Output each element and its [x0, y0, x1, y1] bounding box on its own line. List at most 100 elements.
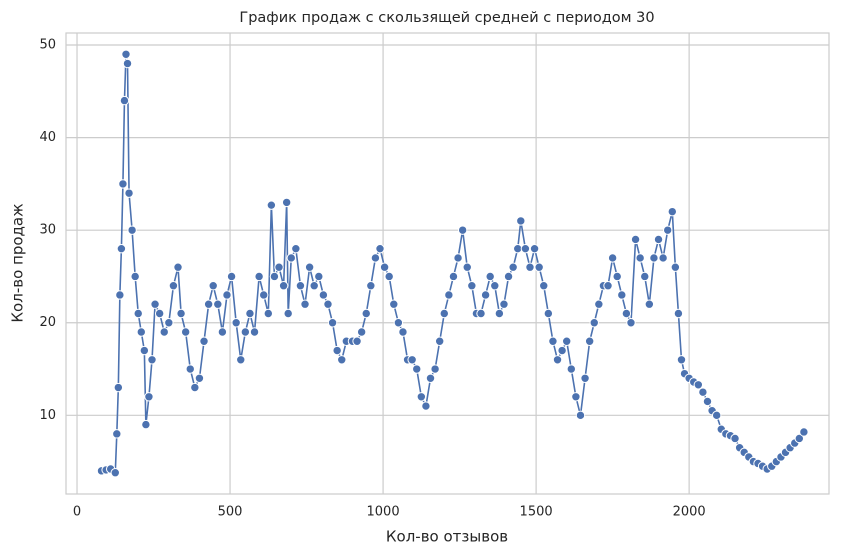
- marker: [194, 373, 205, 383]
- marker: [416, 392, 427, 402]
- marker: [226, 271, 237, 282]
- marker: [314, 271, 324, 282]
- marker: [236, 355, 246, 365]
- x-tick-label: 500: [218, 505, 243, 520]
- marker: [513, 243, 523, 254]
- marker: [240, 327, 251, 337]
- marker: [485, 271, 495, 282]
- marker: [539, 281, 549, 291]
- marker: [676, 355, 687, 365]
- marker: [203, 299, 214, 309]
- marker: [295, 281, 306, 291]
- marker: [208, 281, 218, 291]
- marker: [594, 299, 604, 309]
- marker: [702, 396, 713, 407]
- marker: [462, 262, 472, 272]
- marker: [630, 234, 641, 245]
- marker: [571, 392, 581, 402]
- marker: [663, 225, 673, 235]
- marker: [259, 290, 269, 300]
- marker: [283, 308, 293, 319]
- marker: [434, 336, 445, 346]
- marker: [412, 364, 422, 374]
- marker: [133, 308, 143, 319]
- marker: [217, 327, 228, 337]
- marker: [266, 200, 277, 210]
- marker: [122, 58, 133, 69]
- marker: [575, 410, 586, 421]
- marker: [673, 308, 684, 319]
- marker: [110, 468, 120, 478]
- marker: [199, 336, 209, 346]
- marker: [281, 197, 292, 208]
- marker: [612, 271, 622, 282]
- marker: [263, 308, 274, 319]
- marker: [653, 234, 664, 245]
- marker: [352, 336, 362, 346]
- marker: [159, 327, 169, 337]
- x-tick-label: 2000: [673, 505, 706, 520]
- marker: [141, 419, 151, 430]
- marker: [444, 290, 454, 300]
- marker: [115, 290, 125, 300]
- marker: [370, 253, 381, 263]
- marker: [300, 299, 310, 309]
- marker: [543, 308, 554, 319]
- marker: [658, 253, 668, 263]
- marker: [693, 380, 704, 390]
- marker: [176, 308, 186, 319]
- marker: [245, 308, 255, 319]
- marker: [453, 253, 463, 263]
- y-tick-label: 10: [39, 408, 56, 423]
- marker: [548, 336, 558, 346]
- marker: [379, 262, 390, 272]
- marker: [375, 243, 385, 254]
- y-tick-label: 20: [39, 315, 56, 330]
- marker: [384, 271, 394, 282]
- marker: [476, 308, 486, 319]
- marker: [584, 336, 595, 346]
- marker: [566, 364, 577, 374]
- x-tick-label: 1000: [367, 505, 400, 520]
- marker: [112, 429, 122, 439]
- marker: [467, 281, 477, 291]
- marker: [589, 318, 599, 328]
- marker: [190, 382, 200, 393]
- marker: [168, 281, 179, 291]
- marker: [490, 281, 500, 291]
- marker: [323, 299, 333, 309]
- y-tick-label: 30: [39, 223, 56, 238]
- marker: [337, 355, 347, 365]
- marker: [552, 355, 563, 365]
- marker: [503, 271, 514, 282]
- marker: [607, 253, 618, 263]
- marker: [231, 318, 241, 328]
- marker: [213, 299, 223, 309]
- marker: [249, 327, 260, 337]
- marker: [508, 262, 518, 272]
- marker: [603, 281, 613, 291]
- plot-area: [65, 32, 830, 495]
- marker: [361, 308, 371, 319]
- marker: [278, 281, 289, 291]
- marker: [124, 188, 134, 198]
- marker: [389, 299, 399, 309]
- marker: [180, 327, 191, 337]
- marker: [356, 327, 367, 337]
- marker: [136, 327, 146, 337]
- marker: [430, 364, 440, 374]
- marker: [494, 308, 505, 319]
- marker: [730, 433, 740, 444]
- marker: [457, 225, 468, 235]
- x-axis-label: Кол-во отзывов: [386, 528, 508, 546]
- x-tick-label: 1500: [520, 505, 553, 520]
- marker: [286, 253, 296, 263]
- marker: [670, 262, 681, 272]
- marker: [562, 336, 572, 346]
- marker: [398, 327, 408, 337]
- marker: [525, 262, 535, 272]
- marker: [185, 364, 195, 374]
- marker: [222, 290, 232, 300]
- marker: [121, 49, 131, 59]
